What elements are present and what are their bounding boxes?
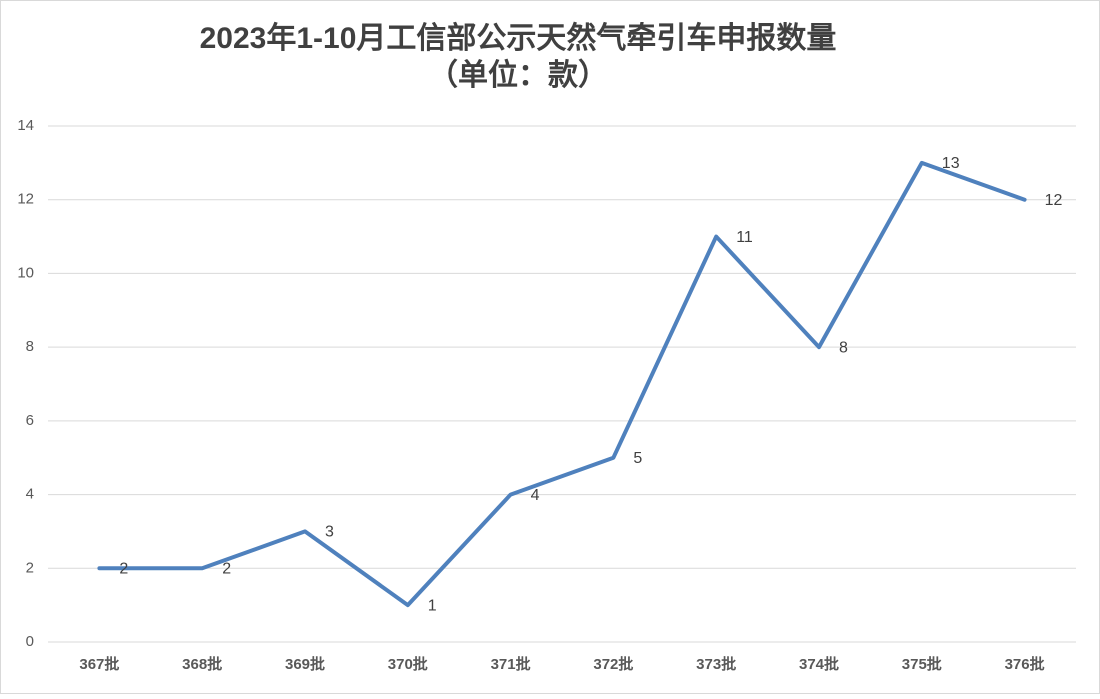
x-tick-label: 372批 [593,655,633,673]
data-line [97,160,1027,608]
y-tick-label: 10 [17,264,34,281]
data-label: 4 [531,487,540,504]
chart-subtitle: （单位：款） [428,58,608,92]
data-label: 8 [839,339,848,356]
y-tick-label: 14 [17,117,34,134]
data-label: 1 [428,597,437,614]
x-tick-label: 373批 [696,655,736,673]
data-label: 2 [119,561,128,578]
y-tick-label: 0 [26,633,34,650]
data-label: 5 [633,450,642,467]
y-tick-label: 12 [17,191,34,208]
data-label: 11 [736,229,753,246]
data-label: 2 [222,561,231,578]
x-tick-label: 369批 [285,655,325,673]
x-tick-label: 371批 [491,655,531,673]
x-tick-label: 376批 [1005,655,1045,673]
x-tick-label: 370批 [388,655,428,673]
x-tick-label: 374批 [799,655,839,673]
y-tick-label: 2 [26,559,34,576]
x-tick-label: 375批 [902,655,942,673]
data-label: 3 [325,524,334,541]
data-label: 12 [1045,192,1063,209]
y-tick-label: 8 [26,338,34,355]
x-tick-label: 368批 [182,655,222,673]
x-tick-label: 367批 [79,655,119,673]
data-label: 13 [942,155,960,172]
y-tick-label: 4 [26,486,34,503]
chart-title: 2023年1-10月工信部公示天然气牵引车申报数量 [200,21,837,55]
y-tick-label: 6 [26,412,34,429]
